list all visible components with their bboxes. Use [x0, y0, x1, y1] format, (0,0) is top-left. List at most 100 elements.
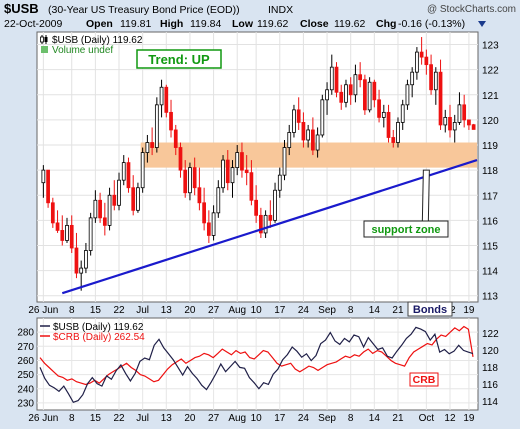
crb-tag-label: CRB	[413, 374, 436, 386]
close-value: 119.62	[334, 18, 365, 30]
trend-label: Trend: UP	[148, 52, 210, 67]
usb-ytick-label: 116	[482, 380, 498, 391]
support-zone-band	[140, 142, 478, 168]
price-xtick-label: Aug	[228, 305, 246, 316]
low-label: Low	[232, 18, 254, 30]
comparison-xtick-label: 8	[69, 413, 75, 424]
candlestick	[415, 47, 419, 80]
candlestick	[88, 212, 93, 256]
usb-ytick-label: 120	[482, 346, 499, 357]
usb-series-line	[39, 326, 474, 404]
price-ytick-label: 117	[482, 191, 498, 202]
candlestick	[448, 104, 452, 138]
candlestick	[79, 260, 84, 291]
candlestick	[50, 197, 55, 228]
usb-ytick-label: 114	[482, 397, 498, 408]
crb-ytick-label: 280	[17, 328, 34, 339]
candlestick	[315, 127, 320, 158]
candlestick	[65, 217, 69, 243]
legend-crb: $CRB (Daily) 262.54	[53, 332, 145, 343]
candlestick	[159, 79, 164, 118]
candlestick	[173, 124, 178, 156]
candlestick	[282, 140, 287, 181]
candlestick	[405, 79, 410, 110]
candlestick	[348, 77, 353, 105]
candlestick	[424, 49, 429, 75]
crb-ytick-label: 240	[17, 384, 34, 395]
candlestick	[334, 62, 339, 98]
comparison-xtick-label: Aug	[228, 413, 246, 424]
candlestick	[140, 147, 145, 193]
dropdown-arrow-icon[interactable]	[478, 21, 486, 27]
exchange-label: INDX	[268, 4, 293, 16]
symbol-description: (30-Year US Treasury Bond Price (EOD))	[48, 4, 240, 16]
usb-ytick-label: 118	[482, 363, 498, 374]
candlestick	[353, 64, 358, 103]
candlestick	[258, 207, 263, 238]
candlestick	[311, 117, 315, 156]
legend-main: $USB (Daily) 119.62	[52, 35, 143, 46]
comparison-panel	[36, 317, 479, 411]
candlestick	[41, 165, 46, 198]
comparison-xtick-label: 12	[444, 413, 456, 424]
close-label: Close	[300, 18, 329, 30]
candlestick	[419, 37, 424, 65]
candlestick	[154, 97, 159, 153]
crb-ytick-label: 270	[17, 342, 34, 353]
candlestick	[102, 202, 107, 236]
candlestick	[126, 157, 131, 193]
candlestick	[131, 175, 136, 216]
candlestick	[178, 142, 183, 178]
legend-volume: Volume undef	[52, 45, 113, 56]
price-xtick-label: 27	[208, 305, 220, 316]
price-xtick-label: 20	[184, 305, 196, 316]
price-xtick-label: 24	[298, 305, 310, 316]
price-ytick-label: 121	[482, 91, 499, 102]
candlestick	[221, 155, 225, 193]
comparison-xtick-label: 27	[208, 413, 220, 424]
candlestick	[150, 127, 154, 156]
crb-ytick-label: 230	[17, 398, 34, 409]
comparison-xtick-label: 20	[184, 413, 196, 424]
comparison-legend: $USB (Daily) 119.62 $CRB (Daily) 262.54	[40, 322, 145, 343]
comparison-xtick-label: 24	[298, 413, 310, 424]
candlestick	[263, 210, 268, 238]
candlestick	[107, 187, 112, 231]
price-xtick-label: 8	[69, 305, 75, 316]
candlestick	[358, 62, 363, 88]
candlestick	[46, 169, 50, 208]
candlestick	[169, 99, 173, 138]
candlestick	[211, 205, 216, 241]
price-xtick-label: 10	[251, 305, 263, 316]
candlestick	[381, 104, 386, 128]
candlestick	[197, 167, 202, 211]
candlestick	[367, 77, 372, 113]
candlestick	[244, 155, 249, 186]
trend-label-box	[136, 49, 222, 69]
chg-value: -0.16 (-0.13%)	[398, 18, 465, 30]
candlestick	[301, 112, 306, 148]
price-xtick-label: 14	[369, 305, 381, 316]
candlestick	[121, 155, 126, 186]
candlestick	[249, 160, 254, 206]
candlestick	[74, 232, 79, 279]
price-xtick-label: 17	[274, 305, 286, 316]
candlestick	[202, 187, 206, 231]
candlestick	[69, 215, 74, 254]
candlestick	[254, 185, 259, 223]
crb-y-axis: 230 240 250 260 270 280	[17, 328, 34, 410]
high-label: High	[160, 18, 183, 30]
crb-ytick-label: 260	[17, 356, 34, 367]
open-value: 119.81	[120, 18, 151, 30]
candlestick	[98, 192, 102, 223]
price-ytick-label: 116	[482, 216, 498, 227]
price-xtick-label: 13	[161, 305, 173, 316]
comparison-xtick-label: 10	[251, 413, 263, 424]
candlesticks	[41, 37, 476, 291]
usb-y-axis: 114 116 118 120 122	[482, 329, 499, 408]
candlestick	[136, 182, 140, 213]
candlestick	[410, 67, 415, 98]
candlestick	[192, 157, 197, 196]
comparison-xtick-label: 15	[90, 413, 102, 424]
